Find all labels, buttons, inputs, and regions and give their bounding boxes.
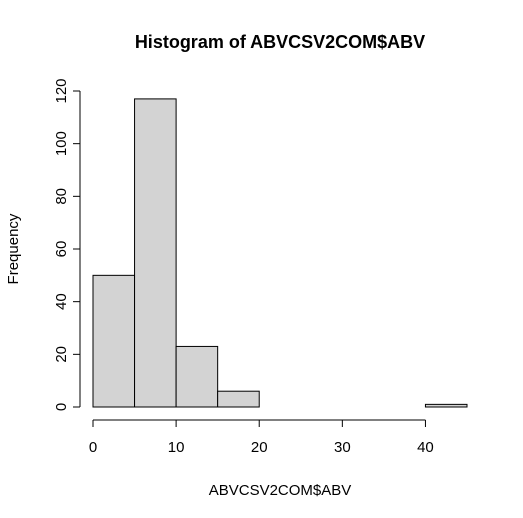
x-tick-label: 40	[417, 439, 434, 456]
chart-title: Histogram of ABVCSV2COM$ABV	[135, 32, 425, 52]
y-tick-label: 0	[53, 403, 70, 411]
histogram-bar	[175, 345, 219, 408]
x-tick-label: 10	[168, 439, 185, 456]
histogram-bar	[92, 274, 136, 408]
y-tick-label: 60	[53, 241, 70, 258]
x-tick-label: 30	[334, 439, 351, 456]
histogram-bar	[134, 98, 177, 408]
x-axis-title: ABVCSV2COM$ABV	[209, 482, 352, 499]
y-tick-label: 40	[53, 293, 70, 310]
y-tick-label: 120	[53, 78, 70, 103]
y-tick-label: 20	[53, 346, 70, 363]
y-tick-label: 100	[53, 131, 70, 156]
x-tick-label: 20	[251, 439, 268, 456]
y-axis-title: Frequency	[5, 213, 22, 284]
x-tick-label: 0	[89, 439, 97, 456]
histogram-bar	[424, 403, 468, 408]
x-axis: 0 10 20 30 40	[89, 419, 434, 456]
histogram-bar	[217, 390, 260, 408]
y-tick-label: 80	[53, 188, 70, 205]
bars-layer	[92, 98, 468, 408]
y-axis: 0 20 40 60 80 100 120	[53, 78, 81, 411]
